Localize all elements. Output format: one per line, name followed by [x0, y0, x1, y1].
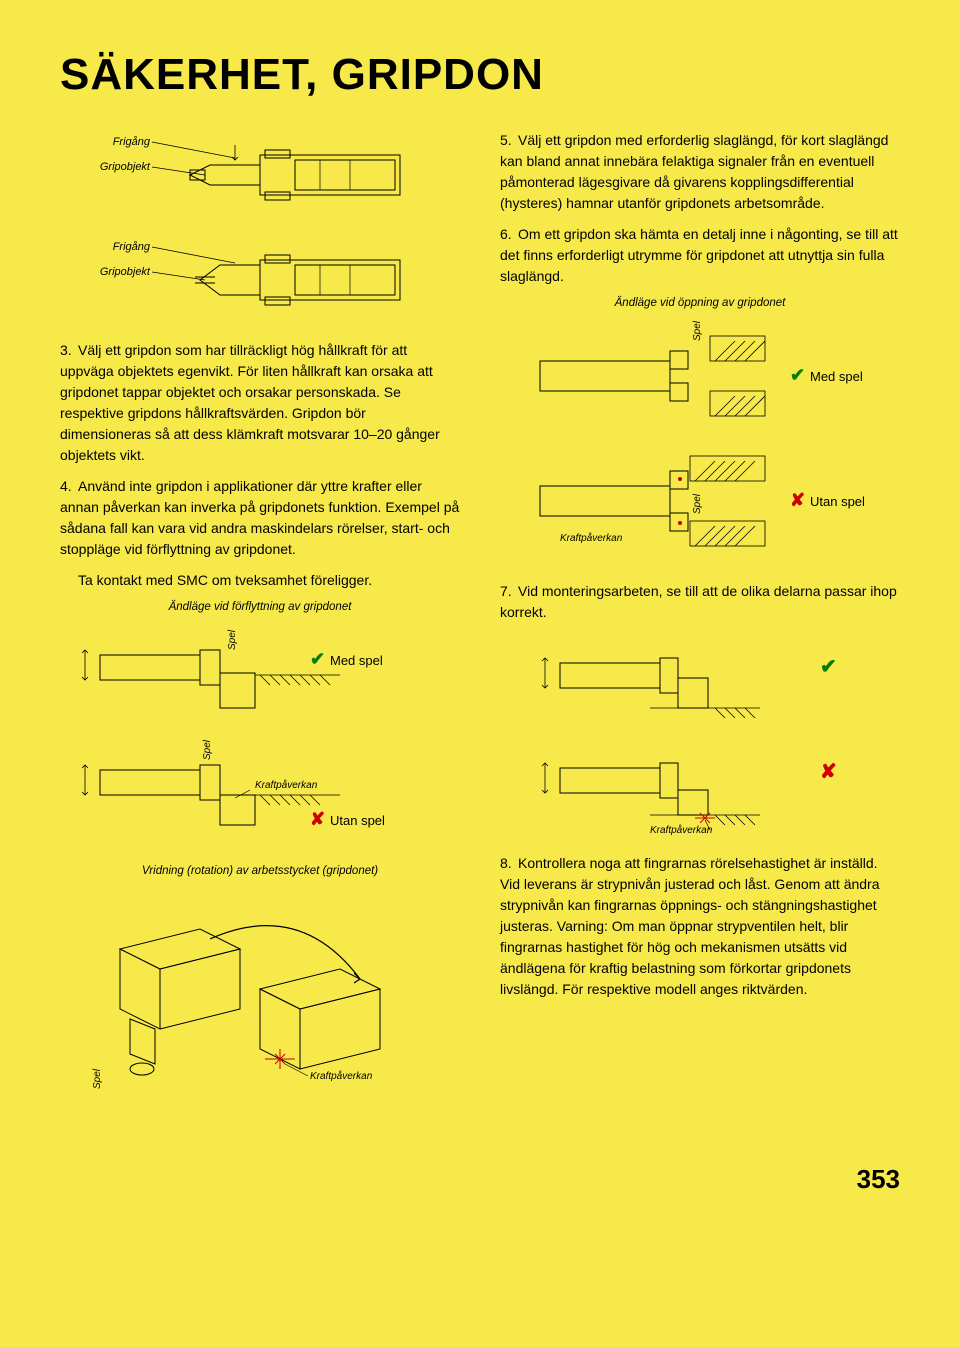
- x-icon-asm: ✘: [820, 761, 837, 783]
- item-7-text: Vid monteringsarbeten, se till att de ol…: [500, 583, 897, 620]
- label-gripobjekt: Gripobjekt: [100, 161, 151, 173]
- spel-label-op2: Spel: [692, 493, 703, 514]
- content-columns: Frigång Gripobjekt Frigå: [60, 130, 900, 1124]
- rotation-diagram: Kraftpåverkan Spel: [60, 889, 460, 1109]
- label-gripobjekt-2: Gripobjekt: [100, 266, 151, 278]
- item-5: 5.Välj ett gripdon med erforderlig slagl…: [500, 130, 900, 214]
- assembly-diagram-bad: Kraftpåverkan ✘: [500, 738, 900, 838]
- item-3: 3.Välj ett gripdon som har tillräckligt …: [60, 340, 460, 466]
- utan-spel-label: Utan spel: [330, 813, 385, 828]
- med-spel-label: Med spel: [330, 653, 383, 668]
- assembly-diagram-ok: ✔: [500, 633, 900, 723]
- check-icon-asm: ✔: [820, 656, 837, 678]
- page-title: SÄKERHET, GRIPDON: [60, 50, 900, 100]
- kraft-label: Kraftpåverkan: [255, 779, 318, 791]
- forflytt-diagram-bad: Spel Kraftpåverkan ✘ Utan spel: [60, 740, 460, 850]
- label-frigang-2: Frigång: [113, 241, 151, 253]
- gripper-diagram-1: Frigång Gripobjekt: [60, 130, 460, 220]
- kraft-label-rot: Kraftpåverkan: [310, 1070, 373, 1082]
- caption-oppning: Ändläge vid öppning av gripdonet: [500, 297, 900, 309]
- item-6: 6.Om ett gripdon ska hämta en detalj inn…: [500, 224, 900, 287]
- caption-forflytt: Ändläge vid förflyttning av gripdonet: [60, 601, 460, 613]
- forflytt-diagram-ok: Spel ✔ Med spel: [60, 625, 460, 725]
- item-7: 7.Vid monteringsarbeten, se till att de …: [500, 581, 900, 623]
- spel-label: Spel: [227, 629, 238, 650]
- utan-spel-op: Utan spel: [810, 494, 865, 509]
- kraft-label-op: Kraftpåverkan: [560, 532, 623, 544]
- item-8-text: Kontrollera noga att fingrarnas rörelseh…: [500, 855, 880, 997]
- check-icon-op: ✔: [790, 365, 805, 385]
- item-5-text: Välj ett gripdon med erforderlig slaglän…: [500, 132, 888, 211]
- kraft-label-asm: Kraftpåverkan: [650, 824, 713, 836]
- spel-label-op: Spel: [692, 321, 703, 341]
- label-frigang: Frigång: [113, 136, 151, 148]
- x-icon-op: ✘: [790, 490, 805, 510]
- item-8: 8.Kontrollera noga att fingrarnas rörels…: [500, 853, 900, 1000]
- item-4a-text: Använd inte gripdon i applikationer där …: [60, 478, 459, 557]
- item-4: 4.Använd inte gripdon i applikationer dä…: [60, 476, 460, 560]
- oppning-diagram-ok: Spel ✔ Med spel: [500, 321, 900, 431]
- spel-label-2: Spel: [202, 740, 213, 760]
- item-4b: Ta kontakt med SMC om tveksamhet förelig…: [60, 570, 460, 591]
- caption-vridning: Vridning (rotation) av arbetsstycket (gr…: [60, 865, 460, 877]
- right-column: 5.Välj ett gripdon med erforderlig slagl…: [500, 130, 900, 1124]
- oppning-diagram-bad: Kraftpåverkan Spel ✘ Utan spel: [500, 446, 900, 566]
- spel-label-rot: Spel: [92, 1068, 103, 1089]
- x-icon: ✘: [310, 809, 325, 829]
- page-number: 353: [60, 1164, 900, 1195]
- left-column: Frigång Gripobjekt Frigå: [60, 130, 460, 1124]
- check-icon: ✔: [310, 649, 325, 669]
- item-6-text: Om ett gripdon ska hämta en detalj inne …: [500, 226, 898, 284]
- gripper-diagram-2: Frigång Gripobjekt: [60, 235, 460, 325]
- item-3-text: Välj ett gripdon som har tillräckligt hö…: [60, 342, 440, 463]
- med-spel-op: Med spel: [810, 369, 863, 384]
